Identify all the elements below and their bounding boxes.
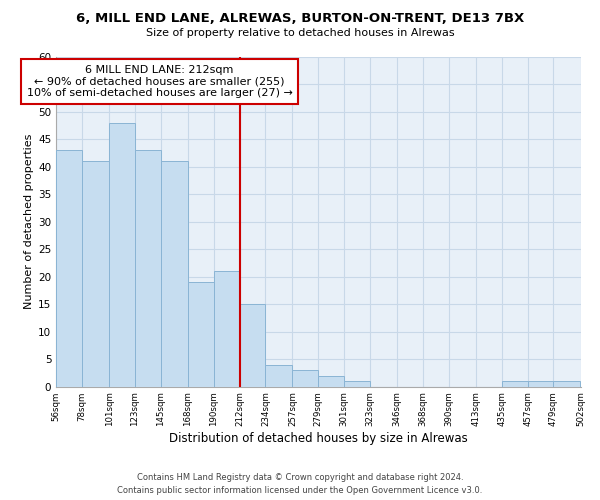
Bar [109,122,135,386]
Text: Contains HM Land Registry data © Crown copyright and database right 2024.
Contai: Contains HM Land Registry data © Crown c… [118,474,482,495]
Bar [502,381,527,386]
Bar [161,161,188,386]
Text: 6, MILL END LANE, ALREWAS, BURTON-ON-TRENT, DE13 7BX: 6, MILL END LANE, ALREWAS, BURTON-ON-TRE… [76,12,524,26]
Bar [265,364,292,386]
Bar [527,381,553,386]
Text: Size of property relative to detached houses in Alrewas: Size of property relative to detached ho… [146,28,454,38]
Bar [56,150,82,386]
Bar [214,271,239,386]
Bar [188,282,214,387]
Bar [82,161,109,386]
Bar [239,304,265,386]
Bar [553,381,580,386]
Bar [344,381,370,386]
Bar [135,150,161,386]
Bar [319,376,344,386]
Text: 6 MILL END LANE: 212sqm
← 90% of detached houses are smaller (255)
10% of semi-d: 6 MILL END LANE: 212sqm ← 90% of detache… [27,65,293,98]
Bar [292,370,319,386]
Y-axis label: Number of detached properties: Number of detached properties [24,134,34,310]
X-axis label: Distribution of detached houses by size in Alrewas: Distribution of detached houses by size … [169,432,468,445]
